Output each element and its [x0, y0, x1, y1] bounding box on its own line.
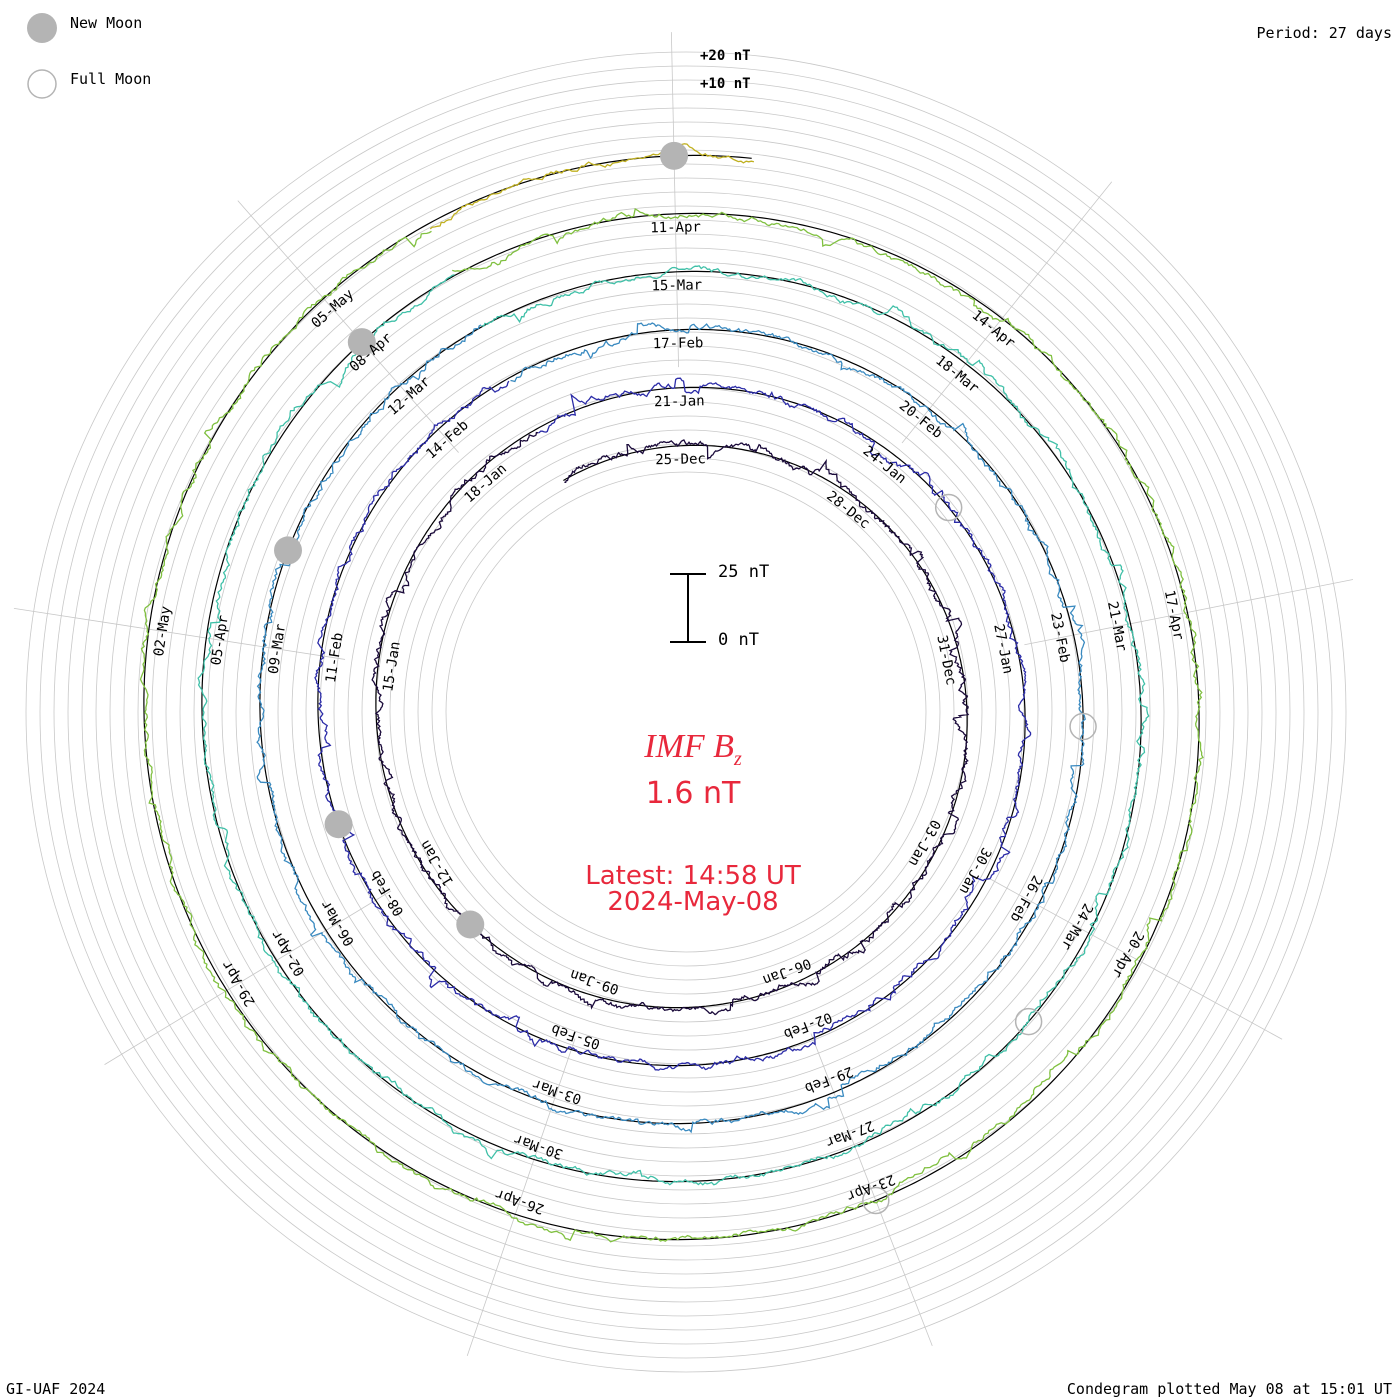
grid-ring — [193, 219, 1179, 1205]
date-label: 05-Apr — [208, 614, 232, 666]
grid-ring — [81, 107, 1291, 1317]
date-label: 17-Apr — [1161, 589, 1187, 642]
grid-ring — [249, 275, 1123, 1149]
grid-ring — [235, 261, 1137, 1163]
current-value: 1.6 nT — [645, 776, 741, 811]
radial-spoke — [670, 32, 679, 368]
radial-tick-lines — [13, 32, 1354, 1356]
full-moon-icon — [27, 69, 57, 99]
date-label: 09-Mar — [266, 623, 290, 675]
date-label: 25-Dec — [655, 451, 706, 468]
trace-turn-5 — [139, 208, 1204, 1243]
date-label: 03-Jan — [905, 817, 943, 869]
full-moon-marker — [1069, 712, 1097, 741]
grid-ring — [151, 177, 1221, 1247]
grid-ring — [445, 471, 927, 953]
new-moon-marker — [456, 910, 485, 939]
parameter-title-main: IMF B — [644, 728, 734, 765]
date-label: 11-Apr — [650, 219, 701, 236]
trace-turn-1 — [371, 431, 970, 1016]
grid-ring — [67, 93, 1305, 1331]
reference-label-10: +10 nT — [700, 76, 751, 92]
date-label: 24-Jan — [860, 443, 909, 487]
grid-ring — [25, 51, 1347, 1373]
full-moon-marker — [1014, 1007, 1043, 1036]
bz-trace — [139, 143, 1204, 1243]
new-moon-marker — [347, 328, 376, 357]
date-label: 21-Mar — [1104, 600, 1130, 653]
radial-spoke — [810, 1033, 933, 1346]
legend-symbols — [27, 13, 57, 99]
grid-ring — [109, 135, 1263, 1289]
grid-ring — [95, 121, 1277, 1303]
grid-ring — [53, 79, 1319, 1345]
new-moon-icon — [27, 13, 57, 43]
grid-ring — [333, 359, 1039, 1065]
grid-ring — [361, 387, 1011, 1037]
date-label: 02-May — [151, 605, 175, 657]
new-moon-label: New Moon — [70, 14, 143, 32]
radial-spoke — [901, 181, 1113, 444]
radial-spoke — [13, 607, 346, 660]
scale-top-label: 25 nT — [718, 562, 770, 582]
date-label: 15-Jan — [380, 640, 404, 692]
period-label: Period: 27 days — [1256, 24, 1392, 42]
grid-ring — [431, 457, 941, 967]
grid-ring — [347, 373, 1025, 1051]
full-moon-marker — [862, 1186, 890, 1215]
reference-label-20: +20 nT — [700, 48, 751, 64]
date-label: 29-Apr — [219, 957, 259, 1009]
trace-turn-6 — [429, 143, 755, 230]
grid-ring — [137, 163, 1235, 1261]
new-moon-marker — [324, 810, 353, 839]
latest-time: Latest: 14:58 UT — [585, 861, 801, 891]
parameter-title-subscript: z — [733, 747, 742, 770]
radial-spoke — [466, 1038, 576, 1356]
grid-ring — [179, 205, 1193, 1219]
full-moon-label: Full Moon — [70, 70, 152, 88]
date-label: 02-Apr — [268, 927, 308, 979]
date-label: 11-Feb — [323, 632, 347, 684]
credit-label: GI-UAF 2024 — [6, 1380, 106, 1398]
date-label: 09-Jan — [568, 966, 621, 997]
date-label: 31-Dec — [933, 634, 959, 687]
date-label: 30-Mar — [512, 1131, 565, 1162]
date-label: 14-Feb — [423, 417, 472, 462]
date-label: 27-Mar — [823, 1117, 876, 1150]
trace-turn-4 — [197, 265, 1150, 1186]
moon-markers — [274, 141, 1097, 1215]
trace-turn-2 — [314, 377, 1032, 1071]
parameter-title: IMF Bz — [0, 728, 1386, 771]
grid-ring — [39, 65, 1333, 1359]
grid-ring — [165, 191, 1207, 1233]
trace-turn-3 — [256, 322, 1086, 1134]
radial-spoke — [237, 200, 459, 453]
plotted-label: Condegram plotted May 08 at 15:01 UT — [1066, 1380, 1392, 1398]
date-label: 14-Apr — [969, 307, 1018, 351]
grid-ring — [123, 149, 1249, 1275]
date-label: 21-Jan — [654, 393, 705, 410]
date-label: 29-Feb — [802, 1063, 855, 1096]
grid-ring — [221, 247, 1151, 1177]
date-label: 02-Feb — [781, 1009, 834, 1042]
grid-ring — [277, 303, 1095, 1121]
radial-spoke — [1024, 579, 1354, 646]
radial-spoke — [104, 890, 392, 1065]
scale-bar — [670, 573, 706, 643]
grid-ring — [319, 345, 1053, 1079]
latest-date: 2024-May-08 — [607, 887, 779, 917]
grid-ring — [207, 233, 1165, 1191]
date-label: 03-Mar — [531, 1075, 584, 1106]
new-moon-marker — [274, 536, 303, 565]
ring-grid — [25, 51, 1347, 1373]
new-moon-marker — [660, 141, 689, 170]
date-label: 15-Mar — [651, 277, 702, 294]
full-moon-marker — [934, 493, 963, 522]
grid-ring — [403, 429, 969, 995]
scale-bottom-label: 0 nT — [718, 630, 759, 650]
grid-ring — [291, 317, 1081, 1107]
date-label: 17-Feb — [653, 335, 704, 352]
